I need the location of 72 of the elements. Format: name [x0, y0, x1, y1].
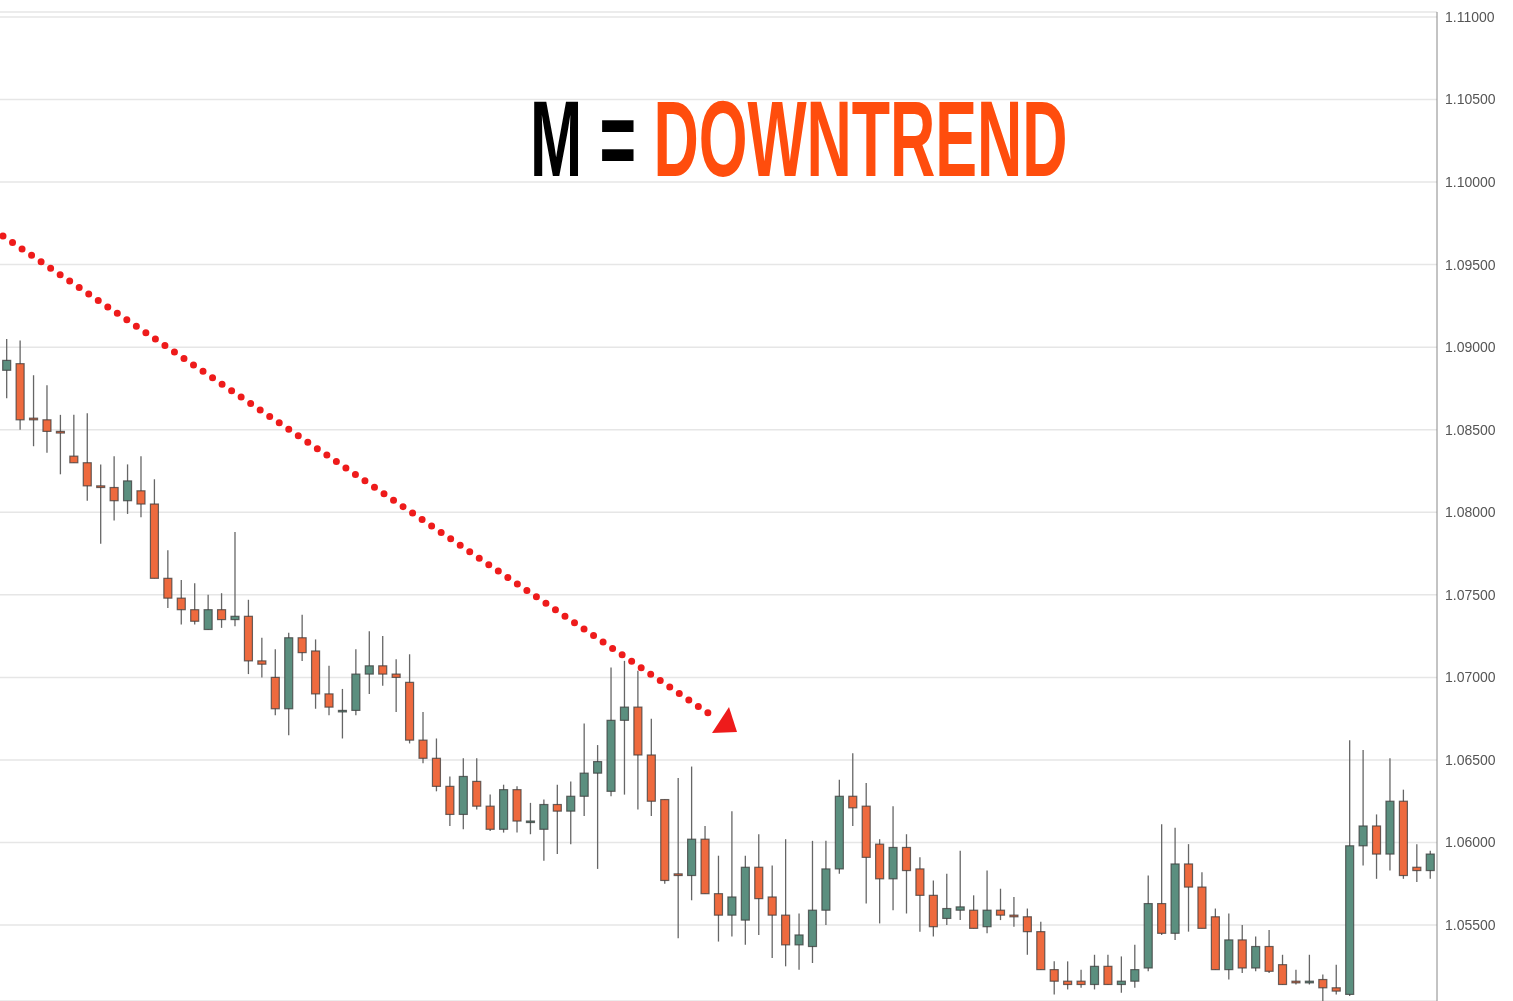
- candlestick: [364, 630, 374, 695]
- candlestick: [190, 582, 200, 626]
- candlestick: [713, 855, 724, 943]
- candlestick: [1130, 944, 1140, 989]
- candlestick: [1022, 907, 1032, 956]
- candlestick: [55, 414, 66, 475]
- candlestick: [982, 869, 992, 934]
- y-tick-label: 1.07500: [1445, 586, 1496, 603]
- candlestick: [579, 722, 589, 817]
- candlestick: [42, 384, 52, 454]
- candlestick: [1412, 843, 1422, 883]
- candlestick: [1076, 968, 1086, 989]
- candlestick: [1009, 896, 1019, 928]
- candlestick: [1049, 960, 1059, 996]
- candlestick: [525, 802, 536, 835]
- y-tick-label: 1.08000: [1445, 504, 1496, 521]
- y-tick-label: 1.06000: [1445, 834, 1496, 851]
- candlestick: [619, 660, 630, 796]
- candlestick: [2, 338, 12, 399]
- candlestick: [1318, 973, 1328, 1001]
- candlestick: [767, 864, 777, 959]
- candlestick: [1183, 843, 1194, 933]
- candlestick: [391, 658, 401, 713]
- candlestick: [163, 549, 173, 609]
- candlestick: [1425, 850, 1435, 880]
- candlestick: [82, 412, 92, 502]
- candlestick: [1251, 935, 1261, 972]
- y-tick-label: 1.10500: [1445, 91, 1496, 108]
- candlestick: [1358, 749, 1368, 867]
- y-tick-label: 1.11000: [1445, 8, 1495, 25]
- candlestick: [203, 594, 213, 631]
- candlestick: [848, 752, 858, 827]
- y-tick-label: 1.08500: [1445, 421, 1496, 438]
- candlestick: [1277, 954, 1288, 986]
- candlestick: [136, 455, 146, 518]
- candlestick: [1063, 960, 1073, 991]
- candlestick: [901, 833, 912, 915]
- candlestick: [673, 777, 683, 939]
- y-tick-label: 1.10000: [1445, 174, 1496, 191]
- candlestick: [96, 463, 106, 545]
- candlestick: [216, 592, 227, 629]
- candlestick: [969, 894, 979, 929]
- candlestick: [727, 810, 737, 938]
- candlestick: [995, 888, 1006, 921]
- candlestick: [257, 637, 267, 679]
- candlestick: [552, 784, 562, 855]
- y-tick-label: 1.06500: [1445, 751, 1496, 768]
- y-tick-label: 1.09000: [1445, 339, 1496, 356]
- candlestick: [1089, 954, 1100, 991]
- candlestick: [942, 873, 952, 926]
- candlestick: [418, 711, 428, 764]
- candlestick: [297, 614, 307, 662]
- candlestick: [955, 850, 965, 921]
- candlestick: [1116, 955, 1126, 994]
- y-tick-label: 1.05500: [1445, 917, 1496, 934]
- candlestick: [1103, 954, 1113, 986]
- candlestick: [337, 688, 348, 740]
- candlestick: [324, 665, 334, 717]
- text: M = DOWNTREND: [530, 78, 1068, 200]
- y-tick-label: 1.07000: [1445, 669, 1496, 686]
- candlestick: [378, 635, 388, 687]
- candlestick: [69, 414, 79, 464]
- candlestick: [593, 744, 603, 870]
- candlestick: [122, 463, 133, 515]
- candlestick: [1331, 964, 1341, 996]
- candlestick: [109, 455, 119, 522]
- candlestick: [176, 579, 186, 626]
- candlestick: [566, 780, 576, 845]
- candlestick: [485, 793, 495, 832]
- y-tick-label: 1.09500: [1445, 256, 1496, 273]
- candlestick: [794, 912, 804, 971]
- candlestick: [230, 531, 240, 627]
